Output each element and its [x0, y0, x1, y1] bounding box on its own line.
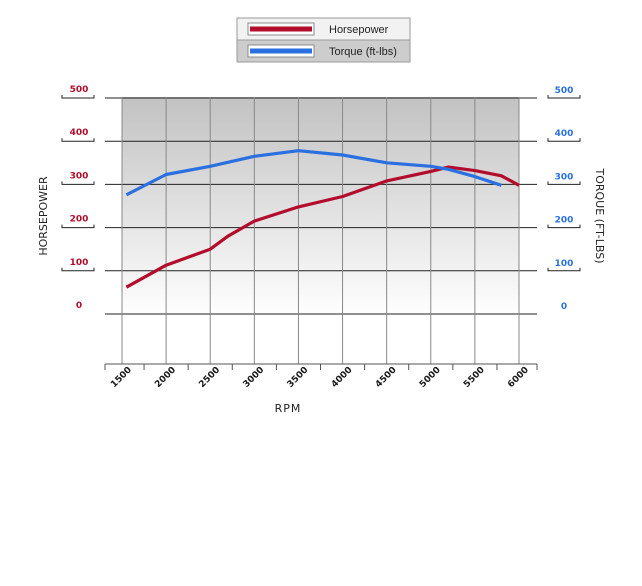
x-tick-label: 4500 [374, 365, 399, 390]
series-lines [125, 149, 520, 289]
y-left-tick-label: 100 [70, 258, 89, 268]
y-left-tick-bracket [61, 138, 95, 142]
y-right-tick-label: 400 [555, 129, 574, 139]
x-tick-label: 2000 [153, 365, 178, 390]
plot-area [122, 97, 519, 317]
x-tick-label: 4000 [330, 365, 355, 390]
y-right-tick-label: 500 [555, 86, 574, 96]
y-axis-right-title: TORQUE (FT-LBS) [593, 167, 606, 263]
y-axis-right: 0 100 200 300 400 500 [547, 86, 581, 312]
y-right-tick-label: 100 [555, 259, 574, 269]
y-right-tick-bracket [547, 224, 581, 229]
series-line-horsepower [125, 165, 520, 289]
y-left-tick-label: 300 [70, 171, 89, 181]
y-left-tick-label: 500 [70, 85, 89, 95]
y-left-tick-bracket [61, 95, 95, 99]
series-line-torque [125, 149, 502, 197]
grid-lines [105, 97, 537, 364]
y-left-tick-label: 400 [70, 128, 89, 138]
x-tick-label: 3000 [242, 365, 267, 390]
x-tick-label: 2500 [197, 365, 222, 390]
x-tick-label: 6000 [506, 365, 531, 390]
y-right-tick-bracket [547, 138, 581, 142]
y-left-tick-bracket [61, 224, 95, 229]
y-right-tick-bracket [547, 267, 581, 272]
y-right-tick-label: 200 [555, 216, 574, 226]
x-axis: 1500 2000 2500 3000 3500 4000 4500 5000 5500 6000 [104, 363, 538, 390]
y-left-tick-bracket [61, 181, 95, 185]
y-right-tick-label: 0 [561, 302, 567, 312]
x-tick-label: 3500 [286, 365, 311, 390]
legend-item-horsepower: Horsepower [247, 22, 389, 36]
legend-item-torque: Torque (ft-lbs) [247, 44, 397, 58]
y-left-tick-bracket [61, 267, 95, 272]
legend-label-horsepower: Horsepower [329, 24, 389, 36]
x-tick-label: 1500 [109, 365, 134, 390]
y-left-tick-label: 200 [70, 215, 89, 225]
x-axis-title: RPM [275, 402, 302, 415]
y-left-tick-label: 0 [76, 301, 82, 311]
y-right-tick-label: 300 [555, 172, 574, 182]
x-tick-label: 5500 [462, 365, 487, 390]
legend: Horsepower Torque (ft-lbs) [236, 17, 411, 63]
legend-label-torque: Torque (ft-lbs) [329, 46, 397, 58]
y-axis-left-title: HORSEPOWER [37, 176, 50, 256]
y-axis-left: 0 100 200 300 400 500 [61, 85, 95, 311]
y-right-tick-bracket [547, 95, 581, 99]
y-right-tick-bracket [547, 181, 581, 185]
x-tick-label: 5000 [418, 365, 443, 390]
